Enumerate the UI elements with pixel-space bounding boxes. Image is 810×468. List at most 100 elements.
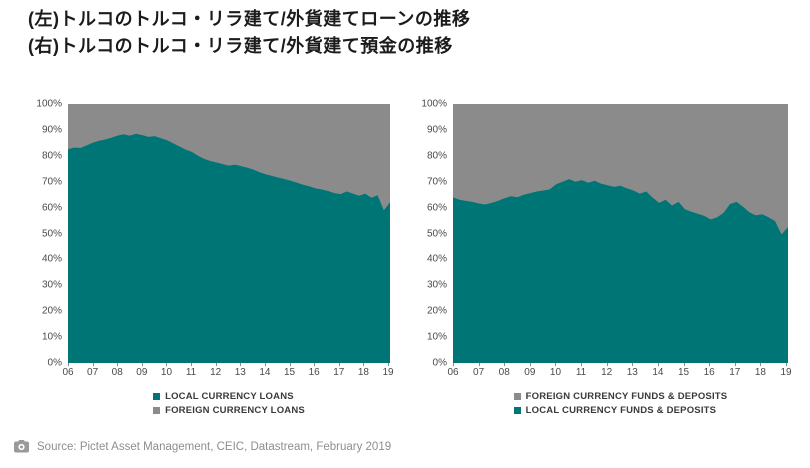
y-axis-tick-label: 80% bbox=[426, 150, 447, 162]
legend-label: LOCAL CURRENCY FUNDS & DEPOSITS bbox=[525, 405, 717, 416]
legend-label: FOREIGN CURRENCY LOANS bbox=[165, 405, 305, 416]
loans-chart-legend: LOCAL CURRENCY LOANS FOREIGN CURRENCY LOA… bbox=[68, 391, 390, 416]
y-axis-tick-label: 40% bbox=[426, 253, 447, 265]
y-axis-tick-label: 90% bbox=[41, 124, 62, 136]
x-axis-tick bbox=[786, 363, 787, 366]
x-axis-tick bbox=[606, 363, 608, 366]
source-text: Source: Pictet Asset Management, CEIC, D… bbox=[37, 440, 392, 453]
x-axis-tick bbox=[338, 363, 340, 366]
x-axis-tick-label: 13 bbox=[234, 367, 246, 378]
figure-title: (左)トルコのトルコ・リラ建て/外貨建てローンの推移 (右)トルコのトルコ・リラ… bbox=[28, 6, 470, 60]
legend-row: LOCAL CURRENCY FUNDS & DEPOSITS bbox=[513, 405, 728, 416]
x-axis-tick-label: 18 bbox=[357, 367, 369, 378]
x-axis-tick bbox=[191, 363, 193, 366]
x-axis-tick-label: 09 bbox=[136, 367, 148, 378]
x-axis-tick bbox=[289, 363, 291, 366]
x-axis-tick-label: 11 bbox=[185, 367, 197, 378]
legend-swatch-icon bbox=[513, 393, 521, 400]
x-axis-tick-label: 12 bbox=[210, 367, 222, 378]
legend-swatch-icon bbox=[153, 393, 161, 400]
y-axis-tick-label: 80% bbox=[41, 150, 62, 162]
x-axis-tick bbox=[117, 363, 119, 366]
deposits-chart-legend: FOREIGN CURRENCY FUNDS & DEPOSITS LOCAL C… bbox=[453, 391, 788, 416]
y-axis-tick-label: 20% bbox=[426, 305, 447, 317]
x-axis-tick bbox=[529, 363, 531, 366]
local-currency-funds-deposits-area bbox=[453, 179, 788, 363]
y-axis-tick-label: 50% bbox=[41, 228, 62, 239]
y-axis-tick-label: 60% bbox=[41, 202, 62, 214]
x-axis-tick bbox=[581, 363, 583, 366]
x-axis-tick-label: 16 bbox=[703, 367, 715, 378]
legend-box: FOREIGN CURRENCY FUNDS & DEPOSITS LOCAL C… bbox=[513, 391, 728, 416]
x-axis-tick bbox=[709, 363, 711, 366]
x-axis-tick-label: 08 bbox=[111, 367, 123, 378]
legend-row: FOREIGN CURRENCY FUNDS & DEPOSITS bbox=[513, 391, 728, 402]
loans-chart-y-axis: 100% 90% 80% 70% 60% 50% 40% 30% 20% 10% 0% bbox=[28, 99, 62, 369]
x-axis-tick bbox=[166, 363, 168, 366]
y-axis-tick-label: 20% bbox=[41, 305, 62, 317]
legend-row: FOREIGN CURRENCY LOANS bbox=[153, 405, 305, 416]
x-axis-tick bbox=[734, 363, 736, 366]
x-axis-tick-label: 08 bbox=[498, 367, 510, 378]
x-axis-tick-label: 15 bbox=[283, 367, 296, 378]
y-axis-tick-label: 100% bbox=[421, 98, 447, 110]
x-axis-tick-label: 07 bbox=[473, 367, 485, 378]
x-axis-tick bbox=[215, 363, 217, 366]
x-axis-tick-label: 13 bbox=[626, 367, 638, 378]
x-axis-tick-label: 06 bbox=[62, 367, 74, 378]
legend-swatch-icon bbox=[513, 407, 521, 414]
y-axis-tick-label: 40% bbox=[41, 253, 62, 265]
x-axis-tick bbox=[363, 363, 365, 366]
legend-swatch-icon bbox=[153, 407, 161, 414]
x-axis-tick-label: 14 bbox=[259, 367, 271, 378]
y-axis-tick-label: 30% bbox=[41, 279, 62, 291]
loans-chart-x-axis: 06 07 08 09 10 11 12 13 14 15 16 17 18 19 bbox=[62, 363, 394, 381]
deposits-chart-y-axis: 100% 90% 80% 70% 60% 50% 40% 30% 20% 10% 0% bbox=[413, 99, 447, 369]
y-axis-tick-label: 0% bbox=[432, 357, 447, 369]
y-axis-tick-label: 10% bbox=[426, 331, 447, 343]
x-axis-tick-label: 09 bbox=[524, 367, 536, 378]
y-axis-tick-label: 90% bbox=[426, 124, 447, 136]
y-axis-tick-label: 50% bbox=[426, 228, 447, 239]
x-axis-tick bbox=[68, 363, 69, 366]
loans-chart: 100% 90% 80% 70% 60% 50% 40% 30% 20% 10% 0% 06 07 08… bbox=[28, 99, 394, 417]
deposits-chart: 100% 90% 80% 70% 60% 50% 40% 30% 20% 10% 0% 06 07 08… bbox=[413, 99, 792, 417]
x-axis-tick bbox=[657, 363, 659, 366]
x-axis-tick bbox=[388, 363, 389, 366]
x-axis-tick-label: 15 bbox=[677, 367, 690, 378]
x-axis-tick-label: 16 bbox=[308, 367, 320, 378]
deposits-chart-plot bbox=[453, 104, 788, 363]
x-axis-tick-label: 06 bbox=[447, 367, 459, 378]
local-currency-loans-area bbox=[68, 133, 390, 363]
x-axis-tick bbox=[478, 363, 480, 366]
x-axis-tick bbox=[92, 363, 94, 366]
figure-title-line2: (右)トルコのトルコ・リラ建て/外貨建て預金の推移 bbox=[28, 36, 453, 56]
x-axis-tick-label: 11 bbox=[575, 367, 587, 378]
x-axis-tick-label: 17 bbox=[333, 367, 345, 378]
camera-icon bbox=[14, 440, 29, 453]
x-axis-tick bbox=[314, 363, 316, 366]
x-axis-tick bbox=[632, 363, 634, 366]
legend-row: LOCAL CURRENCY LOANS bbox=[153, 391, 305, 402]
y-axis-tick-label: 100% bbox=[36, 98, 62, 110]
x-axis-tick bbox=[264, 363, 266, 366]
deposits-chart-x-axis: 06 07 08 09 10 11 12 13 14 15 16 17 18 19 bbox=[447, 363, 792, 381]
x-axis-tick bbox=[453, 363, 454, 366]
y-axis-tick-label: 60% bbox=[426, 202, 447, 214]
y-axis-tick-label: 10% bbox=[41, 331, 62, 343]
x-axis-tick bbox=[555, 363, 557, 366]
y-axis-tick-label: 30% bbox=[426, 279, 447, 291]
loans-chart-plot bbox=[68, 104, 390, 363]
x-axis-tick-label: 12 bbox=[601, 367, 613, 378]
x-axis-tick-label: 19 bbox=[382, 367, 394, 378]
legend-label: FOREIGN CURRENCY FUNDS & DEPOSITS bbox=[525, 391, 728, 402]
x-axis-tick bbox=[683, 363, 685, 366]
legend-label: LOCAL CURRENCY LOANS bbox=[165, 391, 294, 402]
x-axis-tick bbox=[504, 363, 506, 366]
x-axis-tick-label: 17 bbox=[729, 367, 741, 378]
x-axis-tick-label: 14 bbox=[652, 367, 664, 378]
y-axis-tick-label: 0% bbox=[47, 357, 62, 369]
y-axis-tick-label: 70% bbox=[41, 176, 62, 188]
x-axis-tick bbox=[141, 363, 143, 366]
